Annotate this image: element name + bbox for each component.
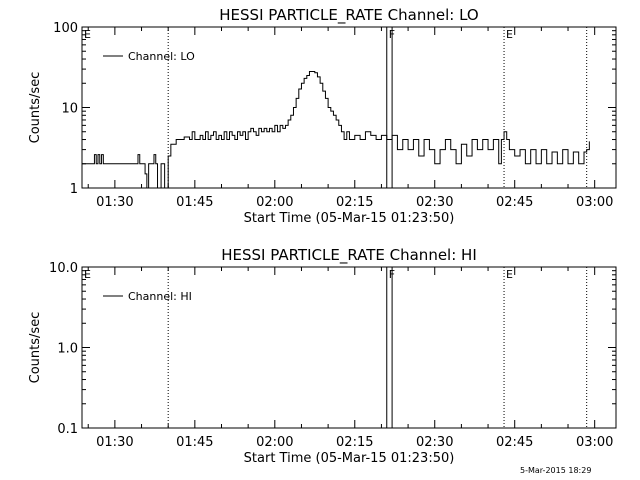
x-tick-label: 02:15 (336, 195, 373, 210)
y-tick-label: 100 (53, 21, 78, 36)
series-line (82, 72, 589, 189)
x-tick-label: 02:15 (336, 435, 373, 450)
x-tick-label: 02:00 (256, 435, 293, 450)
legend-label: Channel: LO (128, 50, 195, 63)
event-label: E (506, 268, 513, 281)
y-tick-label: 10.0 (49, 261, 78, 276)
x-tick-label: 01:30 (96, 195, 133, 210)
y-tick-label: 1.0 (57, 342, 78, 357)
event-label: F (389, 268, 395, 281)
x-axis-label: Start Time (05-Mar-15 01:23:50) (244, 211, 455, 226)
x-tick-label: 02:45 (496, 435, 533, 450)
chart-panel-2: HESSI PARTICLE_RATE Channel: HI 0.1 1.0 10.… (28, 246, 616, 466)
x-tick-label: 01:30 (96, 435, 133, 450)
event-label: E (84, 28, 91, 41)
x-tick-label: 02:45 (496, 195, 533, 210)
y-tick-label: 1 (70, 182, 78, 197)
x-axis-label: Start Time (05-Mar-15 01:23:50) (244, 451, 455, 466)
x-tick-label: 01:45 (176, 195, 213, 210)
y-tick-label: 0.1 (57, 422, 78, 437)
event-label: E (84, 268, 91, 281)
y-axis-label: Counts/sec (28, 312, 43, 384)
y-axis-label: Counts/sec (28, 72, 43, 144)
event-label: F (389, 28, 395, 41)
chart-title: HESSI PARTICLE_RATE Channel: HI (221, 246, 477, 265)
x-tick-label: 03:00 (576, 435, 613, 450)
x-tick-label: 03:00 (576, 195, 613, 210)
event-label: E (506, 28, 513, 41)
chart-panel-1: HESSI PARTICLE_RATE Channel: LO 1 10 100 Cou… (28, 6, 616, 226)
y-tick-label: 10 (61, 102, 78, 117)
legend-label: Channel: HI (128, 290, 192, 303)
x-tick-label: 01:45 (176, 435, 213, 450)
x-tick-label: 02:00 (256, 195, 293, 210)
timestamp-stamp: 5-Mar-2015 18:29 (520, 466, 591, 475)
chart-title: HESSI PARTICLE_RATE Channel: LO (219, 6, 478, 25)
x-tick-label: 02:30 (416, 435, 453, 450)
x-tick-label: 02:30 (416, 195, 453, 210)
